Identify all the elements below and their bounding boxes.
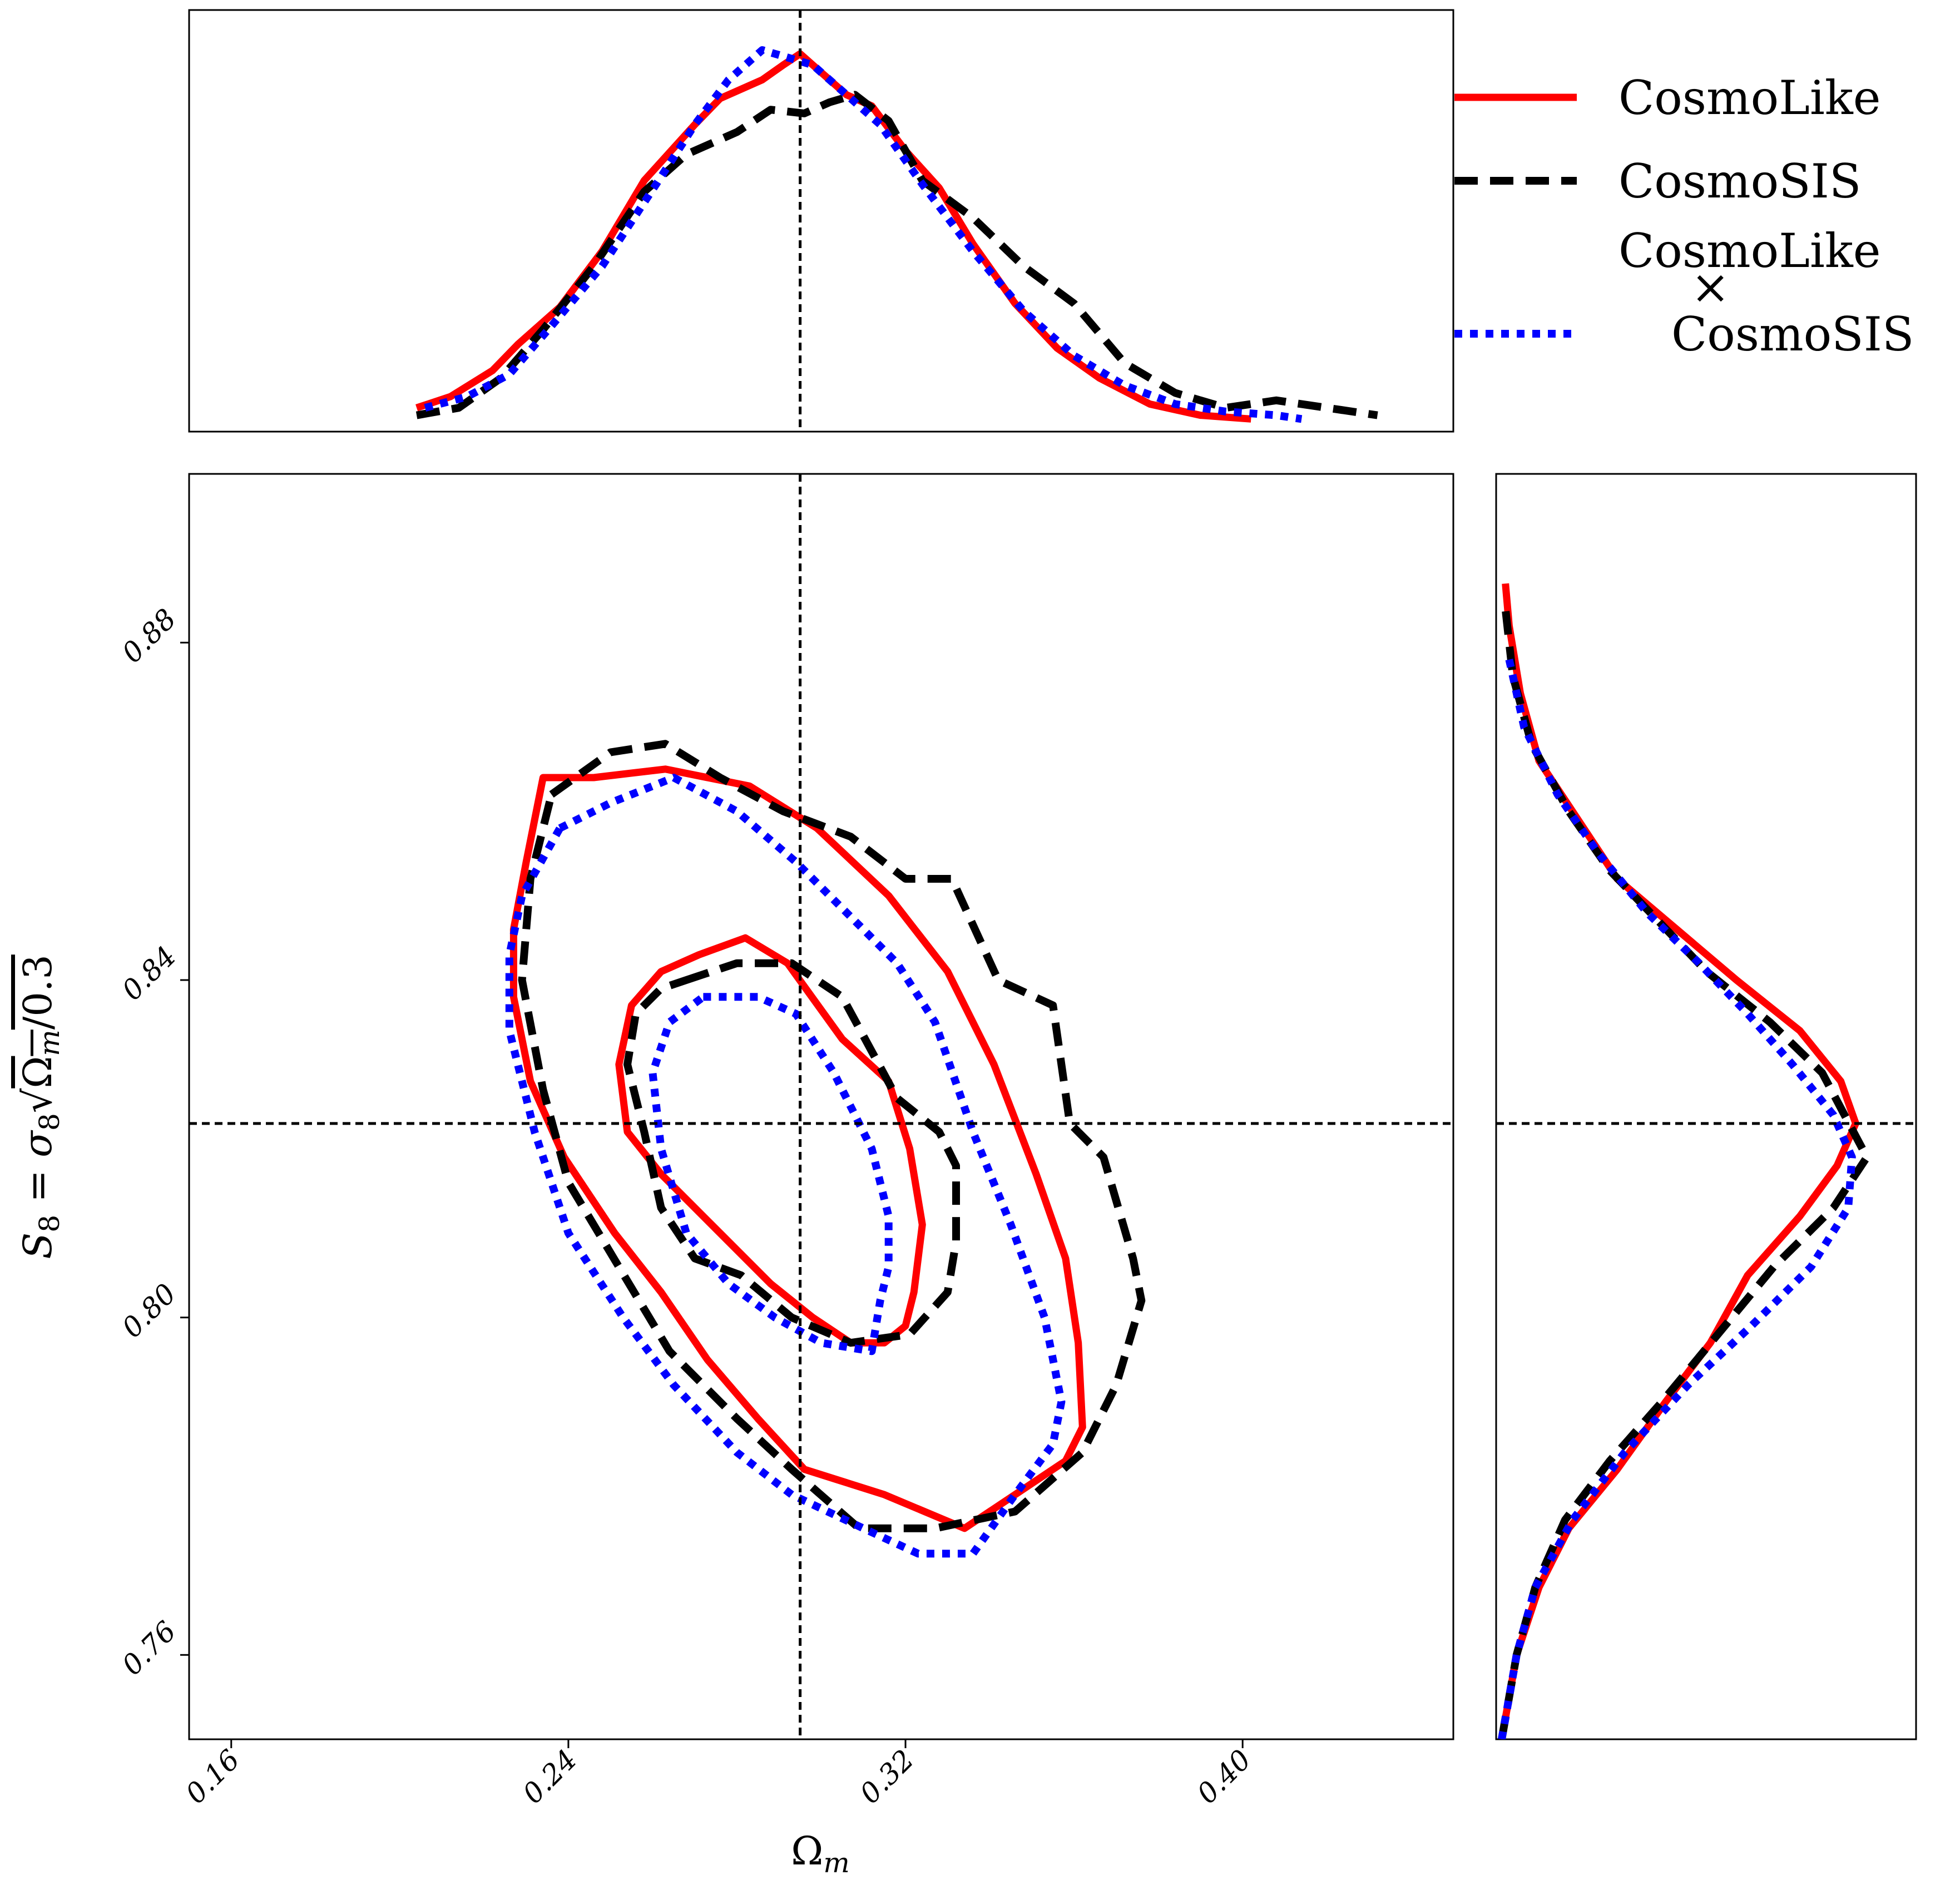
x-tick-label: 0.32 [854, 1743, 920, 1810]
main-contour-panel [188, 473, 1454, 1740]
y-tick-label: 0.80 [116, 1278, 182, 1344]
cosmolike-cosmosis-s8-marginal-line [1498, 659, 1856, 1739]
x-tick-label: 0.16 [180, 1743, 246, 1810]
right-marginal-panel [1495, 473, 1917, 1740]
top-marginal-panel [188, 9, 1454, 433]
cosmosis-s8-marginal-line [1498, 608, 1871, 1739]
x-tick-label: 0.24 [517, 1743, 583, 1810]
legend-label-3-line-3: CosmoSIS [1671, 307, 1914, 362]
legend-label-3-line-1: CosmoLike [1619, 224, 1880, 278]
main-contour-curves [505, 740, 1146, 1558]
cosmolike-cosmosis-contour-95 [505, 774, 1066, 1558]
right-marginal-curves [1498, 583, 1871, 1739]
y-tick-label: 0.84 [116, 940, 182, 1007]
cosmolike-contour-95 [509, 765, 1086, 1532]
y-axis-ticks: 0.76 0.80 0.84 0.88 [116, 602, 189, 1681]
top-marginal-curves [415, 46, 1378, 423]
x-tick-label: 0.40 [1191, 1743, 1258, 1810]
cosmosis-omega-m-marginal-line [415, 91, 1378, 419]
y-tick-label: 0.88 [116, 602, 182, 669]
reference-lines [189, 10, 1916, 1739]
y-axis-label: S8 = σ8√Ωm/0.3 [15, 954, 66, 1259]
cosmolike-omega-m-marginal-line [415, 50, 1251, 423]
x-axis-label: Ωm [791, 1828, 849, 1879]
x-axis-ticks: 0.16 0.24 0.32 0.40 [180, 1739, 1258, 1810]
cosmosis-contour-68 [623, 959, 960, 1347]
cosmolike-s8-marginal-line [1498, 583, 1859, 1739]
cosmosis-contour-95 [518, 740, 1146, 1532]
cosmolike-contour-68 [615, 934, 926, 1347]
y-tick-label: 0.76 [116, 1615, 182, 1681]
legend-label-1-line-1: CosmoLike [1619, 71, 1880, 125]
legend-label-3-line-2: × [1691, 260, 1730, 314]
cosmolike-cosmosis-omega-m-marginal-line [424, 46, 1303, 423]
cosmolike-cosmosis-contour-68 [649, 993, 893, 1355]
legend-label-2-line-1: CosmoSIS [1619, 154, 1861, 209]
